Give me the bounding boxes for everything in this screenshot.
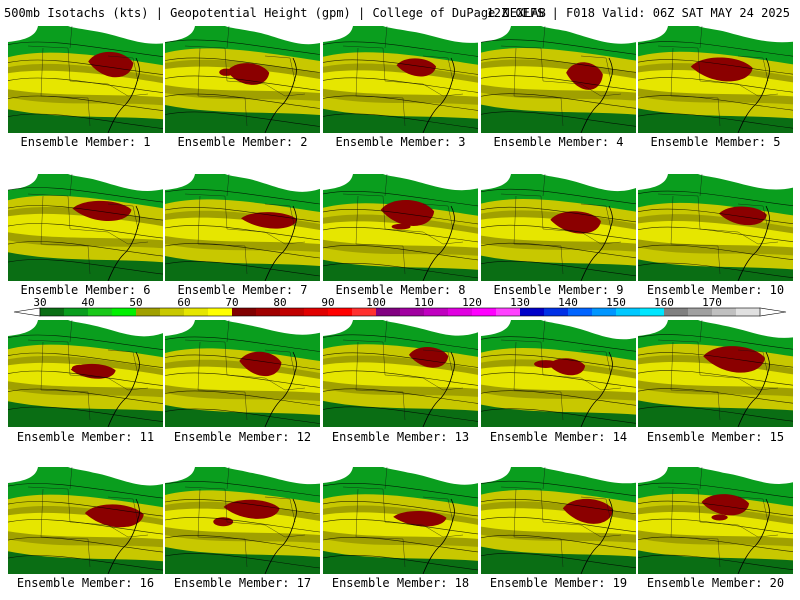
ensemble-member-1-map <box>8 26 163 133</box>
colorbar-swatch <box>280 308 305 316</box>
colorbar-swatch <box>256 308 281 316</box>
colorbar-swatch <box>736 308 761 316</box>
ensemble-member-label: Ensemble Member: 20 <box>646 576 785 590</box>
colorbar-label: 30 <box>33 296 46 309</box>
colorbar-swatch <box>472 308 497 316</box>
colorbar-swatch <box>304 308 329 316</box>
ensemble-member-label: Ensemble Member: 2 <box>177 135 308 149</box>
ensemble-member-16-map <box>8 467 163 574</box>
colorbar-label: 60 <box>177 296 190 309</box>
colorbar-swatch <box>496 308 521 316</box>
model-run-info: 12Z GEFS | F018 Valid: 06Z SAT MAY 24 20… <box>486 6 790 20</box>
colorbar-swatch <box>376 308 401 316</box>
colorbar-label: 100 <box>366 296 386 309</box>
ensemble-member-label: Ensemble Member: 10 <box>646 283 785 297</box>
colorbar-swatch <box>544 308 569 316</box>
colorbar-swatch <box>640 308 665 316</box>
ensemble-member-5-map <box>638 26 793 133</box>
colorbar-swatch <box>352 308 377 316</box>
ensemble-member-14-map <box>481 320 636 427</box>
ensemble-member-11-map <box>8 320 163 427</box>
colorbar-swatch <box>40 308 65 316</box>
ensemble-member-8-map <box>323 174 478 281</box>
ensemble-member-label: Ensemble Member: 16 <box>16 576 155 590</box>
colorbar-swatch <box>136 308 161 316</box>
colorbar-swatch <box>688 308 713 316</box>
ensemble-member-label: Ensemble Member: 18 <box>331 576 470 590</box>
colorbar-label: 120 <box>462 296 482 309</box>
colorbar-swatch <box>520 308 545 316</box>
colorbar-label: 40 <box>81 296 94 309</box>
colorbar-swatch <box>592 308 617 316</box>
ensemble-member-label: Ensemble Member: 8 <box>335 283 466 297</box>
colorbar-swatch <box>160 308 185 316</box>
colorbar-swatch <box>664 308 689 316</box>
ensemble-member-label: Ensemble Member: 15 <box>646 430 785 444</box>
colorbar-swatch <box>88 308 113 316</box>
ensemble-member-label: Ensemble Member: 3 <box>335 135 466 149</box>
ensemble-member-13-map <box>323 320 478 427</box>
ensemble-member-label: Ensemble Member: 6 <box>20 283 151 297</box>
ensemble-member-20-map <box>638 467 793 574</box>
colorbar-swatch <box>232 308 257 316</box>
ensemble-member-18-map <box>323 467 478 574</box>
map-title: 500mb Isotachs (kts) | Geopotential Heig… <box>4 6 546 20</box>
colorbar-swatch <box>64 308 89 316</box>
colorbar-swatch <box>424 308 449 316</box>
ensemble-member-12-map <box>165 320 320 427</box>
colorbar-swatch <box>112 308 137 316</box>
colorbar-swatch <box>712 308 737 316</box>
colorbar-swatch <box>400 308 425 316</box>
ensemble-member-4-map <box>481 26 636 133</box>
ensemble-member-label: Ensemble Member: 1 <box>20 135 151 149</box>
colorbar-label: 160 <box>654 296 674 309</box>
ensemble-member-2-map <box>165 26 320 133</box>
ensemble-member-label: Ensemble Member: 4 <box>493 135 624 149</box>
colorbar-swatch <box>208 308 233 316</box>
ensemble-member-label: Ensemble Member: 17 <box>173 576 312 590</box>
colorbar-swatch <box>568 308 593 316</box>
ensemble-member-15-map <box>638 320 793 427</box>
ensemble-member-17-map <box>165 467 320 574</box>
colorbar-swatch <box>448 308 473 316</box>
colorbar-high-arrow <box>759 307 787 317</box>
colorbar-swatch <box>328 308 353 316</box>
colorbar-label: 150 <box>606 296 626 309</box>
colorbar-swatch <box>184 308 209 316</box>
ensemble-member-label: Ensemble Member: 5 <box>650 135 781 149</box>
wind-speed-colorbar: 30 40 50 60 70 80 90 100 110 120 130 140 150 160 170 <box>13 296 787 317</box>
colorbar-label: 70 <box>225 296 238 309</box>
colorbar-label: 80 <box>273 296 286 309</box>
ensemble-member-label: Ensemble Member: 12 <box>173 430 312 444</box>
ensemble-member-label: Ensemble Member: 9 <box>493 283 624 297</box>
ensemble-member-6-map <box>8 174 163 281</box>
ensemble-member-label: Ensemble Member: 7 <box>177 283 308 297</box>
colorbar-label: 130 <box>510 296 530 309</box>
ensemble-member-label: Ensemble Member: 14 <box>489 430 628 444</box>
colorbar-swatch <box>616 308 641 316</box>
ensemble-member-10-map <box>638 174 793 281</box>
ensemble-member-label: Ensemble Member: 13 <box>331 430 470 444</box>
colorbar-label: 110 <box>414 296 434 309</box>
ensemble-member-3-map <box>323 26 478 133</box>
ensemble-member-7-map <box>165 174 320 281</box>
colorbar-label: 90 <box>321 296 334 309</box>
colorbar-low-arrow <box>13 307 41 317</box>
colorbar-label: 140 <box>558 296 578 309</box>
ensemble-member-9-map <box>481 174 636 281</box>
ensemble-member-label: Ensemble Member: 11 <box>16 430 155 444</box>
ensemble-member-label: Ensemble Member: 19 <box>489 576 628 590</box>
colorbar-label: 170 <box>702 296 722 309</box>
colorbar-label: 50 <box>129 296 142 309</box>
ensemble-member-19-map <box>481 467 636 574</box>
